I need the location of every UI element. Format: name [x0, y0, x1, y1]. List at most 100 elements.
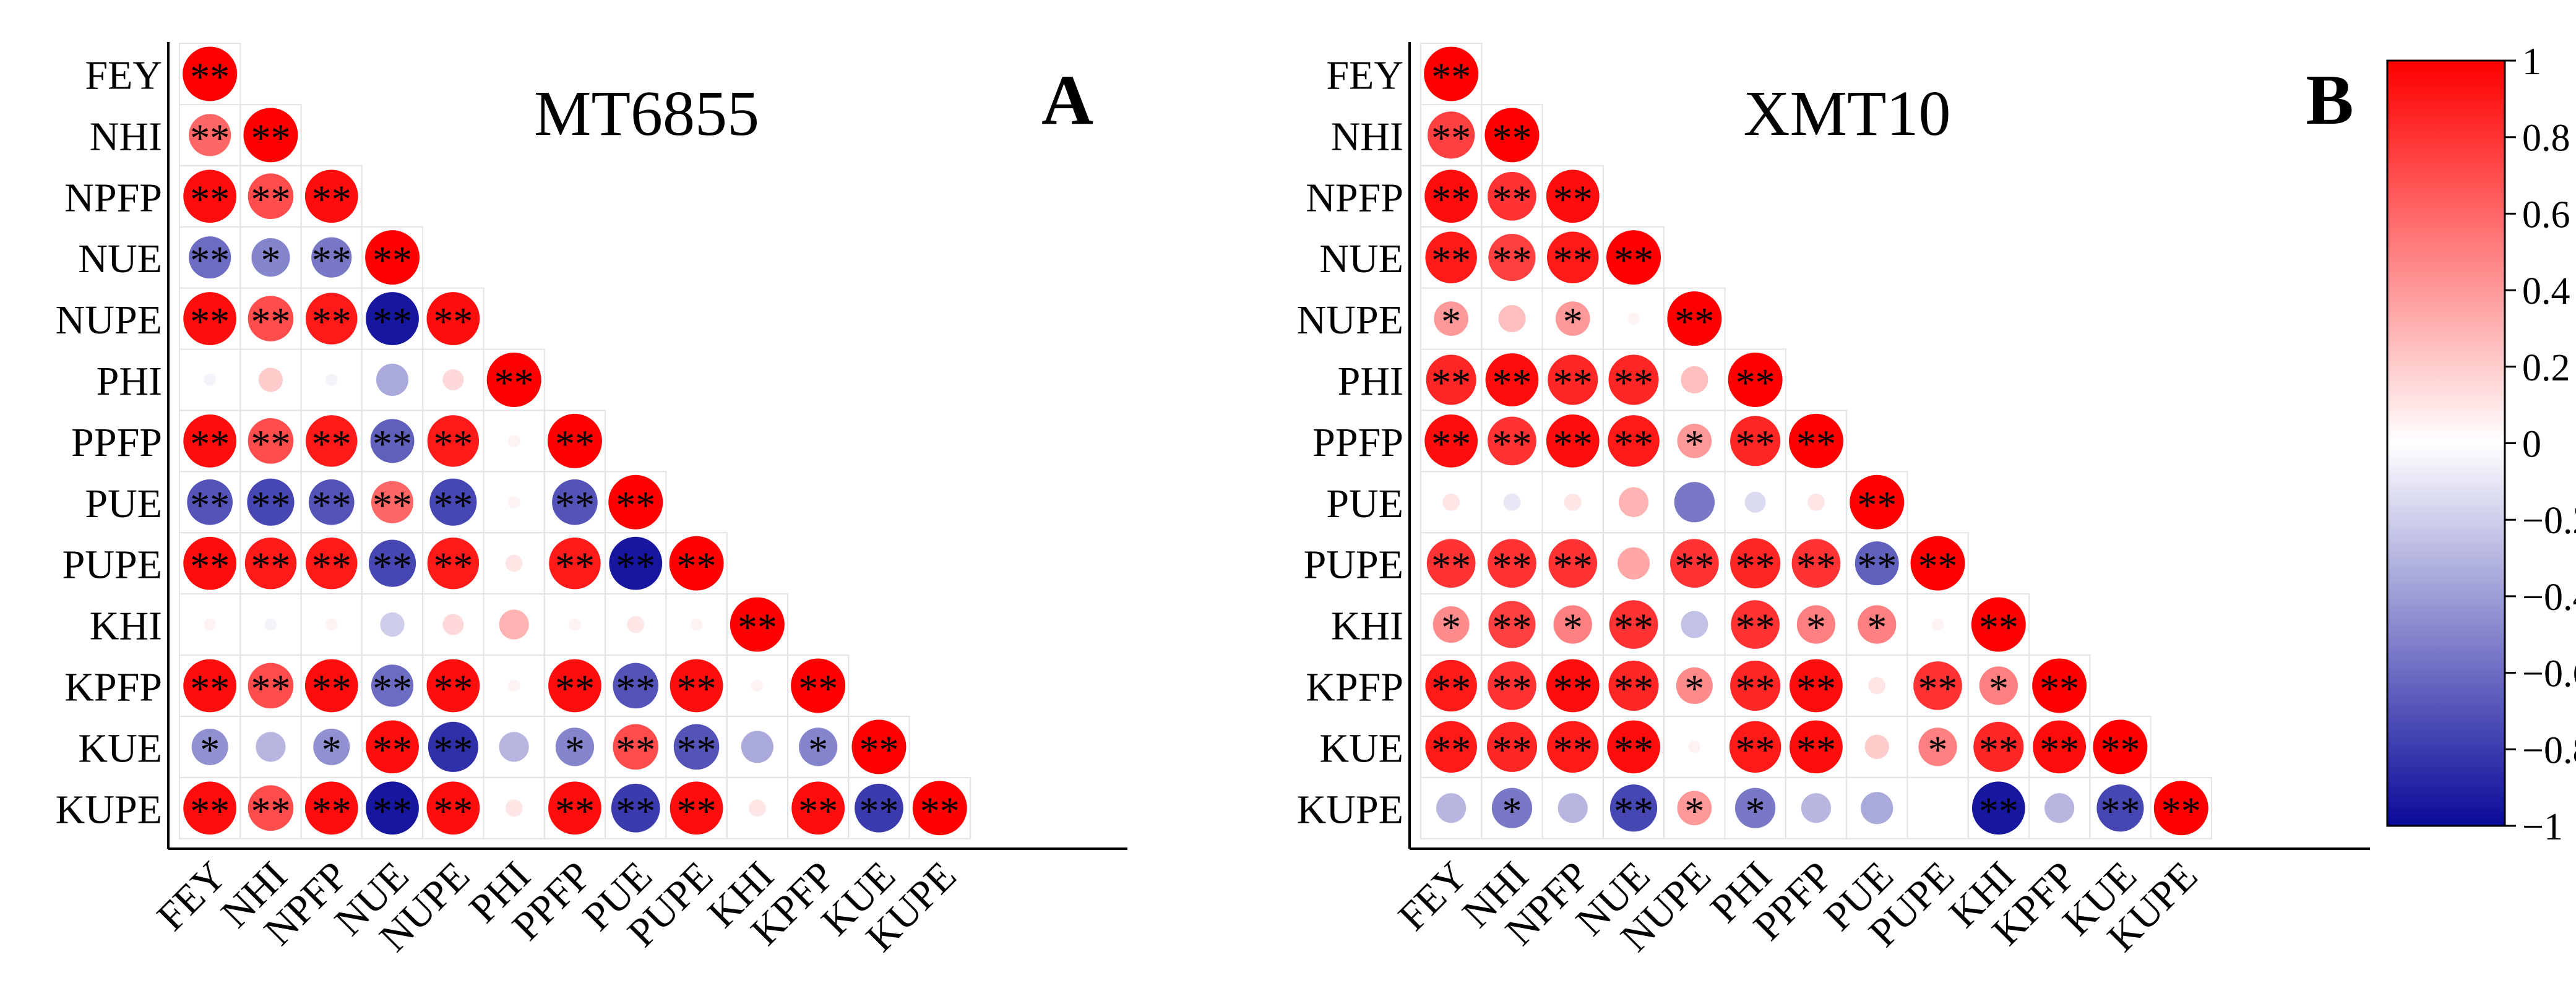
correlation-circle — [912, 781, 967, 836]
correlation-circle — [427, 537, 480, 590]
correlation-circle — [1913, 661, 1962, 710]
significance-label: ** — [798, 789, 838, 833]
significance-label: ** — [373, 544, 412, 588]
correlation-circle — [1564, 493, 1582, 511]
correlation-circle — [1677, 424, 1712, 458]
correlation-circle — [1547, 721, 1599, 773]
significance-label: ** — [1431, 727, 1471, 771]
significance-label: ** — [920, 789, 960, 833]
colorbar-tick-label: 0 — [2522, 424, 2541, 466]
correlation-circle — [1730, 416, 1781, 466]
significance-label: ** — [1431, 238, 1471, 282]
correlation-circle — [191, 728, 228, 765]
correlation-circle — [1609, 784, 1658, 832]
panel-mt6855: **** **** ** **** * ** **** ** ** ** ****** ** ** ** *… — [56, 42, 1127, 960]
significance-label: ** — [1979, 789, 2018, 833]
correlation-circle — [1618, 487, 1649, 517]
significance-label: ** — [373, 666, 412, 710]
colorbar-tick-label: 0.2 — [2522, 347, 2570, 389]
y-tick-label: FEY — [1326, 53, 1403, 98]
y-tick-label: FEY — [85, 53, 162, 98]
correlation-circle — [1910, 536, 1965, 591]
significance-label: * — [1989, 666, 2009, 710]
correlation-circle — [1858, 605, 1897, 644]
correlation-circle — [366, 292, 419, 345]
correlation-circle — [370, 419, 415, 463]
correlation-circle — [1607, 720, 1660, 774]
significance-label: ** — [1857, 483, 1897, 527]
correlation-circle — [1426, 354, 1476, 405]
significance-label: ** — [190, 54, 230, 98]
correlation-circle — [311, 237, 352, 278]
significance-label: ** — [616, 483, 655, 527]
significance-label: ** — [1492, 606, 1531, 650]
correlation-circle — [1608, 354, 1659, 405]
significance-label: ** — [190, 116, 230, 160]
correlation-circle — [1546, 169, 1600, 223]
correlation-circle — [791, 781, 845, 835]
correlation-circle — [855, 783, 903, 833]
correlation-circle — [365, 230, 420, 285]
correlation-circle — [1935, 805, 1941, 811]
correlation-circle — [613, 724, 659, 770]
correlation-circle — [507, 679, 520, 692]
colorbar-tick-label: −0.6 — [2522, 653, 2576, 695]
y-tick-label: PPFP — [1312, 420, 1403, 465]
correlation-circle — [183, 414, 237, 468]
significance-label: ** — [1553, 238, 1593, 282]
significance-label: * — [1806, 606, 1826, 650]
correlation-circle — [183, 169, 237, 223]
correlation-circle — [204, 618, 216, 631]
significance-label: ** — [433, 483, 473, 527]
y-tick-label: KPFP — [1306, 664, 1403, 710]
correlation-circle — [189, 114, 231, 157]
correlation-circle — [1731, 600, 1780, 649]
correlation-circle — [555, 727, 595, 766]
correlation-circle — [243, 108, 298, 163]
panel-title: XMT10 — [1743, 78, 1950, 149]
correlation-circle — [1973, 721, 2024, 772]
significance-label: ** — [1736, 606, 1775, 650]
correlation-circle — [313, 728, 350, 765]
correlation-circle — [1669, 539, 1719, 588]
significance-label: ** — [1614, 666, 1653, 710]
significance-label: ** — [1492, 422, 1531, 466]
significance-label: ** — [433, 666, 473, 710]
significance-label: ** — [859, 789, 898, 833]
correlation-circle — [611, 783, 660, 833]
correlation-circle — [569, 618, 581, 631]
correlation-circle — [505, 554, 523, 572]
colorbar-tick-label: 0.4 — [2522, 270, 2570, 312]
significance-label: ** — [555, 422, 595, 466]
significance-label: ** — [494, 361, 534, 405]
correlation-circle — [1681, 611, 1708, 638]
y-tick-label: KUE — [78, 726, 162, 771]
correlation-circle — [325, 618, 338, 631]
correlation-circle — [189, 236, 231, 279]
significance-label: ** — [738, 606, 777, 650]
significance-label: * — [1684, 789, 1704, 833]
correlation-circle — [1979, 666, 2018, 705]
correlation-circle — [499, 609, 529, 640]
significance-label: ** — [2100, 789, 2140, 833]
colorbar-tick-label: 0.6 — [2522, 194, 2570, 236]
grid-cell — [2150, 776, 2212, 839]
correlation-circle — [1918, 727, 1957, 766]
correlation-circle — [1442, 493, 1460, 511]
colorbar: 1 0.8 0.6 0.4 0.2 0 −0.2 −0.4 −0.6 −0.8 −1 — [2386, 41, 2576, 848]
correlation-circle — [183, 781, 237, 835]
significance-label: ** — [1492, 116, 1531, 160]
correlation-circle — [1555, 301, 1590, 336]
significance-label: ** — [1796, 666, 1836, 710]
correlation-circle — [1861, 792, 1893, 825]
significance-label: ** — [2040, 727, 2079, 771]
correlation-circle — [1790, 659, 1843, 713]
significance-label: ** — [433, 544, 473, 588]
significance-label: ** — [2100, 727, 2140, 771]
correlation-circle — [371, 664, 414, 707]
significance-label: ** — [433, 789, 473, 833]
significance-label: ** — [1553, 361, 1593, 405]
correlation-circle — [741, 731, 773, 763]
correlation-circle — [613, 663, 659, 709]
significance-label: ** — [433, 299, 473, 343]
